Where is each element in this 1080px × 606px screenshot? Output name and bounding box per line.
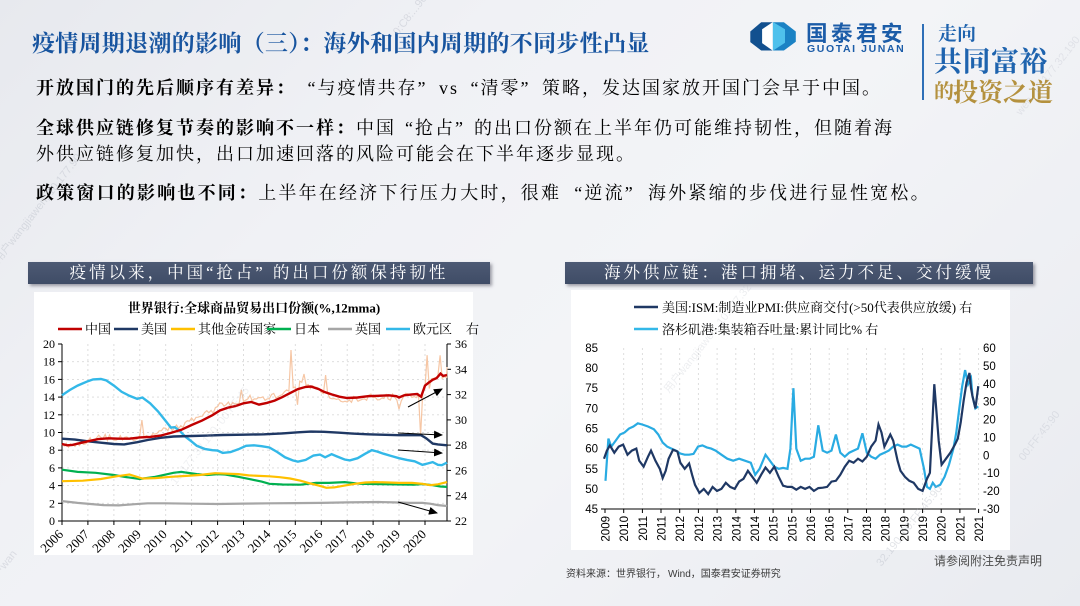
svg-text:50: 50 <box>585 484 598 496</box>
svg-text:洛杉矶港:集装箱吞吐量:累计同比% 右: 洛杉矶港:集装箱吞吐量:累计同比% 右 <box>662 322 878 337</box>
svg-text:中国: 中国 <box>85 322 111 337</box>
svg-text:20: 20 <box>983 415 996 427</box>
svg-text:2019: 2019 <box>899 516 911 542</box>
svg-text:6: 6 <box>49 461 55 475</box>
svg-text:60: 60 <box>983 343 996 355</box>
svg-text:85: 85 <box>585 343 598 355</box>
svg-text:2018: 2018 <box>881 516 893 542</box>
svg-text:45: 45 <box>585 504 598 516</box>
svg-text:美国:ISM:制造业PMI:供应商交付(>50代表供应放缓): 美国:ISM:制造业PMI:供应商交付(>50代表供应放缓) 右 <box>662 300 972 315</box>
svg-text:2017: 2017 <box>843 516 855 542</box>
svg-text:-10: -10 <box>983 468 1000 480</box>
svg-text:2015: 2015 <box>769 516 781 542</box>
svg-text:2016: 2016 <box>825 516 837 542</box>
svg-text:2012: 2012 <box>694 516 706 542</box>
svg-text:24: 24 <box>455 489 467 503</box>
svg-text:2011: 2011 <box>657 516 669 541</box>
svg-text:10: 10 <box>43 426 55 440</box>
svg-text:22: 22 <box>455 514 467 528</box>
svg-text:2020: 2020 <box>937 516 949 542</box>
svg-text:2012: 2012 <box>675 516 687 542</box>
svg-text:70: 70 <box>585 403 598 415</box>
svg-text:2014: 2014 <box>750 515 762 541</box>
svg-text:日本: 日本 <box>294 322 320 337</box>
svg-text:8: 8 <box>49 443 55 457</box>
svg-text:65: 65 <box>585 424 598 436</box>
svg-text:50: 50 <box>983 361 996 373</box>
svg-text:32: 32 <box>455 388 467 402</box>
svg-text:2: 2 <box>49 496 55 510</box>
svg-text:2021: 2021 <box>974 516 986 542</box>
svg-text:34: 34 <box>455 362 467 376</box>
svg-text:-20: -20 <box>983 486 1000 498</box>
svg-text:2016: 2016 <box>806 516 818 542</box>
svg-text:0: 0 <box>49 514 55 528</box>
svg-text:36: 36 <box>455 337 467 351</box>
svg-text:30: 30 <box>455 413 467 427</box>
svg-text:16: 16 <box>43 372 55 386</box>
svg-text:60: 60 <box>585 444 598 456</box>
svg-text:20: 20 <box>43 337 55 351</box>
svg-text:世界银行:全球商品贸易出口份额(%,12mma): 世界银行:全球商品贸易出口份额(%,12mma) <box>128 301 380 316</box>
svg-text:美国: 美国 <box>141 322 167 337</box>
svg-text:10: 10 <box>983 432 996 444</box>
svg-text:2014: 2014 <box>731 515 743 541</box>
svg-text:欧元区: 欧元区 <box>413 322 452 337</box>
svg-text:2011: 2011 <box>638 516 650 541</box>
svg-text:-30: -30 <box>983 504 1000 516</box>
svg-text:0: 0 <box>983 450 989 462</box>
svg-text:55: 55 <box>585 464 598 476</box>
svg-text:2015: 2015 <box>787 516 799 542</box>
svg-text:2009: 2009 <box>601 516 613 542</box>
svg-text:75: 75 <box>585 383 598 395</box>
svg-text:2010: 2010 <box>619 516 631 542</box>
svg-text:12: 12 <box>43 408 55 422</box>
svg-text:4: 4 <box>49 479 55 493</box>
svg-text:英国: 英国 <box>355 322 381 337</box>
svg-text:30: 30 <box>983 397 996 409</box>
svg-text:其他金砖国家: 其他金砖国家 <box>198 322 276 337</box>
svg-text:40: 40 <box>983 379 996 391</box>
svg-text:2013: 2013 <box>713 516 725 542</box>
svg-text:28: 28 <box>455 438 467 452</box>
svg-text:26: 26 <box>455 463 467 477</box>
svg-text:右: 右 <box>466 322 479 337</box>
svg-text:18: 18 <box>43 355 55 369</box>
svg-text:2021: 2021 <box>955 516 967 542</box>
svg-text:14: 14 <box>43 390 55 404</box>
svg-text:80: 80 <box>585 363 598 375</box>
svg-text:2019: 2019 <box>918 516 930 542</box>
svg-text:2018: 2018 <box>862 516 874 542</box>
